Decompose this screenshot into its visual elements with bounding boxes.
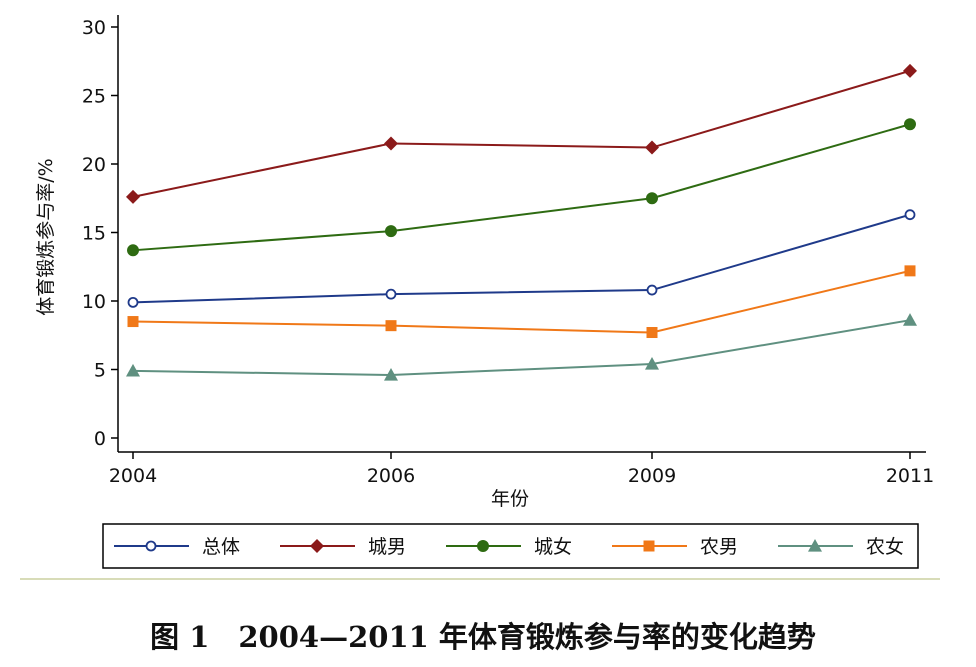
data-point-marker [477,540,489,552]
legend: 总体 城男 城女 农男 农女 [114,536,904,558]
data-point-marker [904,265,916,277]
x-axis: 2004 2006 2009 2011 [109,451,934,487]
series-1 [127,209,916,308]
data-point-marker [310,539,324,553]
data-point-marker [145,540,157,552]
y-tick-label: 0 [94,428,106,450]
x-tick-label: 2009 [628,465,676,487]
series-line [132,213,911,304]
figure-caption: 图 1 2004—2011 年体育锻炼参与率的变化趋势 [150,620,816,654]
x-tick-label: 2004 [109,465,157,487]
y-axis-title: 体育锻炼参与率/% [35,158,57,315]
y-tick-label: 5 [94,360,106,382]
data-point-marker [127,244,139,257]
series-line [132,319,911,376]
series-line [132,269,911,334]
data-point-marker [808,539,822,552]
x-tick-label: 2011 [886,465,934,487]
series-4 [127,265,916,339]
data-point-marker [645,357,659,370]
data-point-marker [903,313,917,326]
data-point-marker [127,316,139,328]
data-point-marker [646,284,658,296]
legend-label: 总体 [202,536,240,558]
data-point-marker [126,363,140,377]
data-point-marker [384,367,398,381]
series-3 [127,118,916,257]
data-point-marker [384,136,398,151]
data-point-marker [127,296,139,308]
series-layer [126,63,917,381]
legend-label: 农女 [866,536,904,558]
series-line [132,69,911,198]
data-point-marker [646,192,658,205]
y-tick-label: 20 [82,154,106,176]
y-tick-label: 10 [82,291,106,313]
legend-item: 农男 [612,536,738,558]
y-tick-label: 30 [82,17,106,39]
data-point-marker [643,540,655,552]
data-point-marker [904,209,916,221]
x-tick-label: 2006 [367,465,415,487]
data-point-marker [646,327,658,339]
y-axis: 0 5 10 15 20 25 30 [82,15,119,452]
data-point-marker [904,118,916,131]
x-axis-title: 年份 [491,488,529,510]
data-point-marker [903,63,917,78]
legend-item: 城女 [446,536,572,558]
data-point-marker [385,288,397,300]
data-point-marker [385,320,397,332]
series-5 [126,313,917,381]
series-2 [126,63,917,204]
legend-item: 城男 [280,536,406,558]
y-tick-label: 25 [82,86,106,108]
data-point-marker [645,140,659,155]
data-point-marker [126,189,140,204]
legend-label: 城男 [368,536,406,558]
data-point-marker [385,225,397,238]
legend-item: 总体 [114,536,240,558]
series-line [132,123,911,252]
legend-label: 城女 [534,536,572,558]
legend-label: 农男 [700,536,738,558]
legend-item: 农女 [778,536,904,558]
y-tick-label: 15 [82,223,106,245]
